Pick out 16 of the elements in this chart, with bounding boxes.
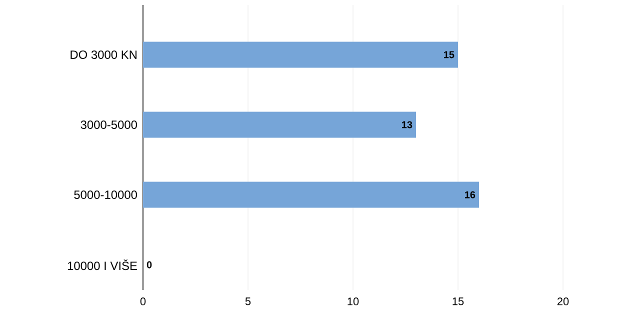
data-label: 16: [465, 191, 476, 198]
data-label: 0: [146, 261, 152, 268]
x-tick-label: 15: [452, 298, 464, 306]
x-tick-label: 20: [557, 298, 569, 306]
x-tick-label: 10: [348, 298, 359, 306]
x-tick-label: 5: [245, 298, 251, 306]
bar: [143, 42, 458, 68]
bar: [143, 112, 416, 138]
y-tick-label: 3000-5000: [80, 120, 138, 129]
x-tick-label: 0: [140, 298, 146, 306]
y-tick-label: 10000 I VIŠE: [68, 260, 137, 270]
data-label: 15: [444, 51, 454, 58]
data-label: 13: [402, 121, 412, 128]
bar: [143, 182, 480, 208]
y-tick-label: 5000-10000: [74, 190, 138, 199]
y-tick-label: DO 3000 KN: [70, 50, 136, 59]
